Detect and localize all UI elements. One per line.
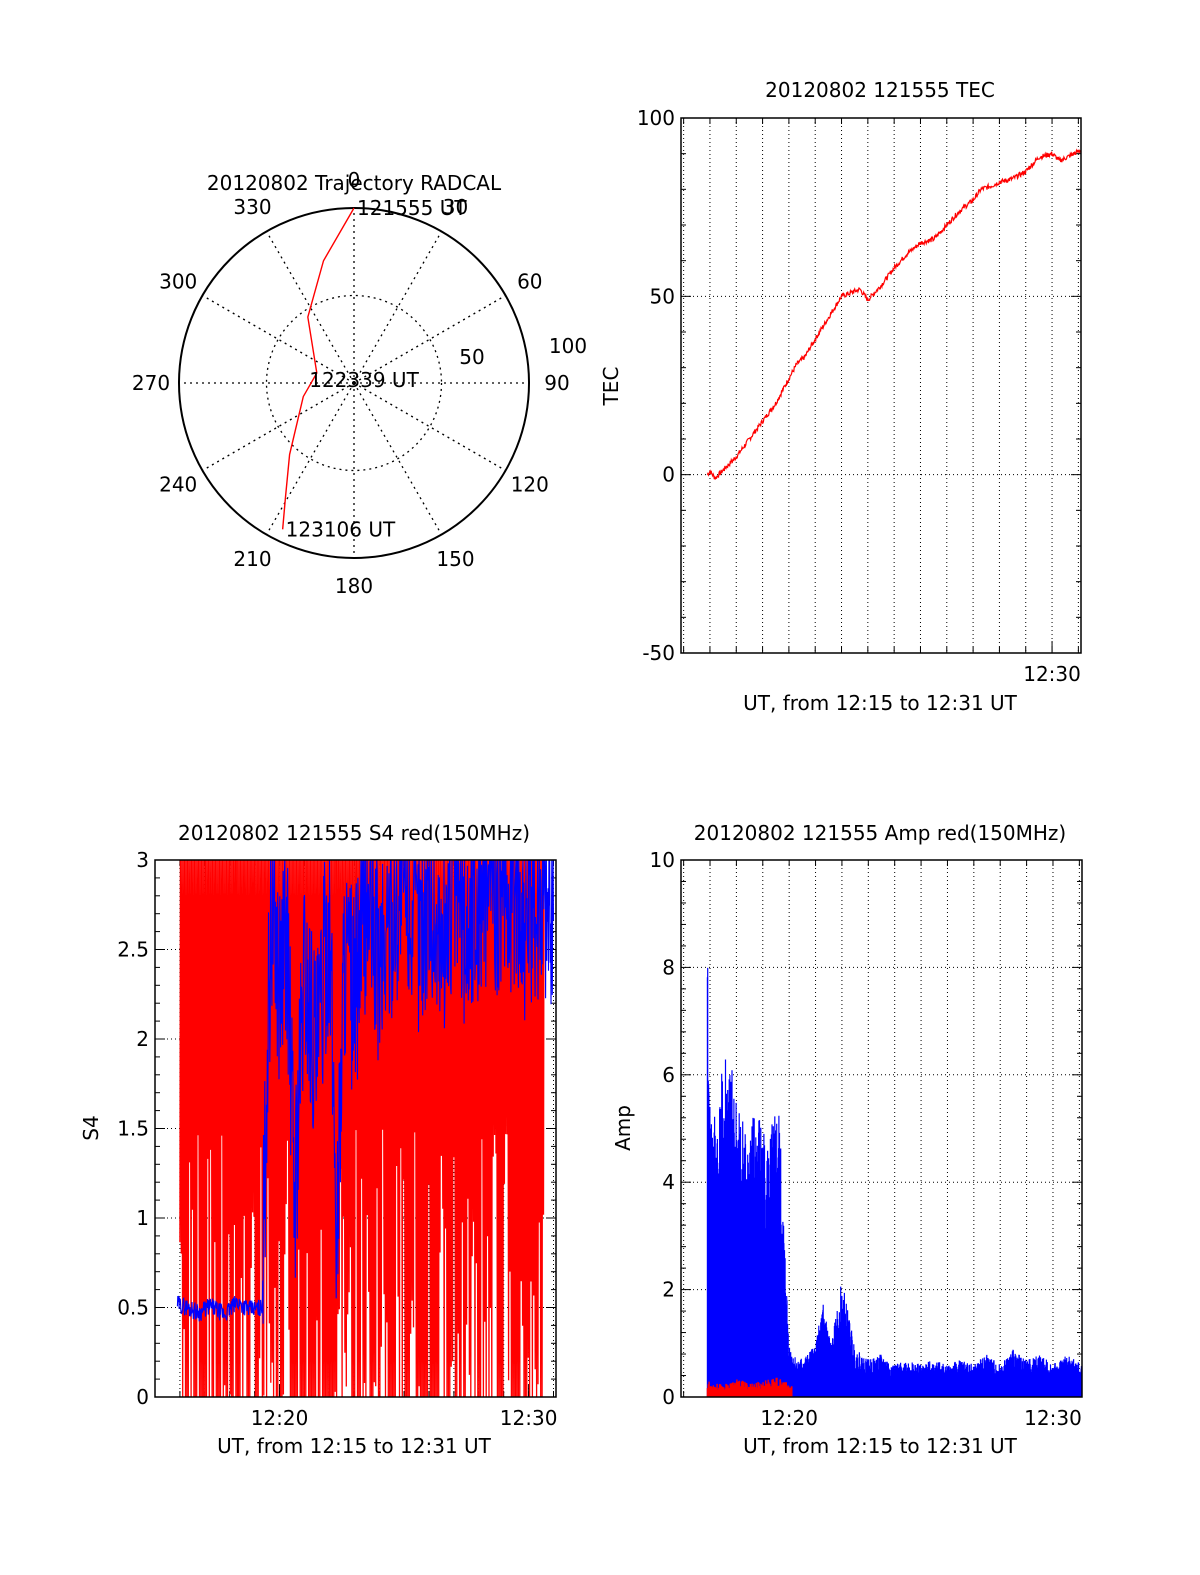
- amp-panel: 20120802 121555 Amp red(150MHz) UT, from…: [611, 821, 1083, 1458]
- polar-angle-label: 210: [233, 547, 271, 571]
- polar-angle-label: 30: [443, 195, 468, 219]
- s4-plot-area: 0 0.5 1 1.5 2 2.5 3 12:20 12:30: [117, 848, 557, 1430]
- polar-spoke: [202, 294, 355, 384]
- y-tick-label: 50: [650, 284, 675, 308]
- y-tick-label: 10: [650, 848, 675, 872]
- y-tick-label: 1: [136, 1206, 149, 1230]
- amp-blue-series: [706, 967, 1082, 1397]
- polar-spoke: [265, 231, 355, 384]
- polar-angle-labels: 0 30 60 90 120 150 180 210 240 270 300 330: [132, 168, 570, 598]
- y-tick-label: 0: [662, 1385, 675, 1409]
- polar-angle-label: 330: [233, 195, 271, 219]
- y-tick-label: 0.5: [117, 1296, 149, 1320]
- x-tick-label: 12:30: [1024, 1406, 1082, 1430]
- plot-frame: [154, 859, 557, 1398]
- polar-angle-label: 240: [159, 473, 197, 497]
- polar-spoke: [202, 382, 355, 472]
- series-layer: [176, 860, 555, 1397]
- y-tick-label: 0: [662, 463, 675, 487]
- y-tick-label: 6: [662, 1063, 675, 1087]
- y-tick-label: 4: [662, 1170, 675, 1194]
- tec-xlabel: UT, from 12:15 to 12:31 UT: [743, 691, 1018, 715]
- polar-angle-label: 270: [132, 371, 170, 395]
- y-tick-label: 8: [662, 955, 675, 979]
- y-tick-label: 2: [136, 1027, 149, 1051]
- s4-panel: 20120802 121555 S4 red(150MHz) UT, from …: [79, 821, 557, 1458]
- tec-panel: 20120802 121555 TEC UT, from 12:15 to 12…: [599, 78, 1082, 715]
- plot-frame: [680, 859, 1083, 1398]
- s4-xlabel: UT, from 12:15 to 12:31 UT: [217, 1434, 492, 1458]
- polar-spoke: [353, 382, 443, 535]
- amp-plot-area: 0 2 4 6 8 10 12:20 12:30: [650, 848, 1083, 1430]
- polar-angle-label: 120: [511, 473, 549, 497]
- x-tick-label: 12:30: [1023, 662, 1081, 686]
- tec-ylabel: TEC: [599, 367, 623, 407]
- polar-time-annotation: 123106 UT: [286, 517, 396, 541]
- y-tick-label: 2.5: [117, 938, 149, 962]
- s4-blue-series: [176, 860, 555, 1324]
- amp-ylabel: Amp: [611, 1105, 635, 1151]
- tec-plot-area: -50 0 50 100 12:30: [637, 106, 1082, 686]
- polar-angle-label: 0: [348, 168, 361, 192]
- series-layer: [706, 148, 1081, 480]
- polar-angle-label: 60: [517, 270, 542, 294]
- polar-spoke: [353, 382, 506, 472]
- polar-annotations: 121555 UT 122339 UT 123106 UT: [286, 196, 468, 541]
- polar-angle-label: 300: [159, 270, 197, 294]
- polar-spoke: [353, 294, 506, 384]
- y-tick-label: -50: [642, 641, 675, 665]
- polar-trajectory-panel: 20120802 Trajectory RADCAL 0 30 60 90 120 150…: [132, 168, 587, 598]
- polar-time-annotation: 121555 UT: [357, 196, 467, 220]
- x-tick-label: 12:30: [500, 1406, 558, 1430]
- x-tick-label: 12:20: [760, 1406, 818, 1430]
- x-tick-label: 12:20: [251, 1406, 309, 1430]
- polar-radial-labels: 50 100: [459, 334, 587, 369]
- y-tick-label: 0: [136, 1385, 149, 1409]
- polar-series: [281, 207, 355, 530]
- polar-spoke: [265, 382, 355, 535]
- polar-title: 20120802 Trajectory RADCAL: [207, 171, 502, 195]
- y-tick-label: 3: [136, 848, 149, 872]
- polar-spoke: [353, 231, 443, 384]
- amp-red-series: [706, 1377, 793, 1397]
- y-tick-label: 2: [662, 1278, 675, 1302]
- polar-trajectory-line: [281, 207, 355, 530]
- polar-time-annotation: 122339 UT: [309, 368, 419, 392]
- polar-grid: [178, 207, 530, 559]
- polar-angle-label: 150: [436, 547, 474, 571]
- s4-title: 20120802 121555 S4 red(150MHz): [178, 821, 530, 845]
- tec-series-line: [706, 148, 1081, 480]
- y-tick-label: 1.5: [117, 1117, 149, 1141]
- polar-ring-50: [265, 294, 443, 472]
- plot-frame: [680, 117, 1082, 654]
- polar-radial-label: 100: [549, 334, 587, 358]
- polar-angle-label: 90: [544, 371, 569, 395]
- y-tick-label: 100: [637, 106, 675, 130]
- amp-title: 20120802 121555 Amp red(150MHz): [694, 821, 1066, 845]
- polar-angle-label: 180: [335, 574, 373, 598]
- tec-title: 20120802 121555 TEC: [765, 78, 995, 102]
- amp-xlabel: UT, from 12:15 to 12:31 UT: [743, 1434, 1018, 1458]
- series-layer: [706, 967, 1082, 1397]
- s4-red-series: [179, 860, 545, 1397]
- polar-radial-label: 50: [459, 345, 484, 369]
- s4-ylabel: S4: [79, 1115, 103, 1140]
